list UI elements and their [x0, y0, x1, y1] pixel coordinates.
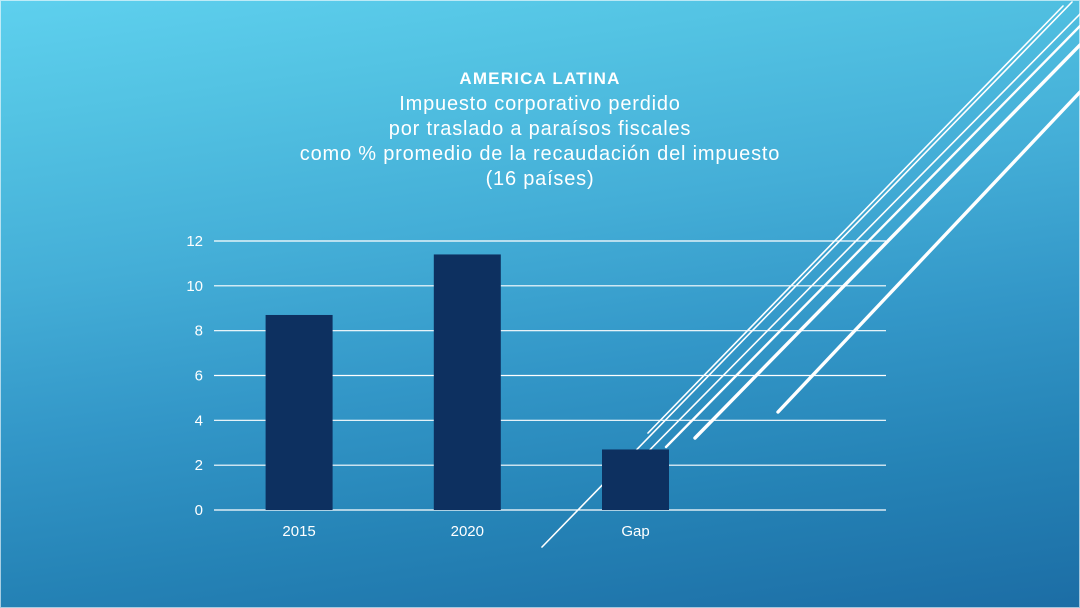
- y-tick-label: 2: [195, 457, 203, 474]
- y-tick-label: 0: [195, 502, 203, 519]
- y-tick-label: 4: [195, 412, 203, 429]
- x-category-label: 2015: [282, 523, 315, 540]
- subtitle-line-4: (16 países): [485, 168, 595, 190]
- x-category-label: Gap: [621, 523, 649, 540]
- x-axis-labels: 2015 2020 Gap: [282, 523, 649, 540]
- subtitle-line-3: como % promedio de la recaudación del im…: [299, 143, 781, 165]
- bar-2020: [433, 254, 501, 510]
- bar-2015: [265, 314, 333, 510]
- bottom-accent-line: [1, 604, 1079, 607]
- bars: [265, 254, 669, 510]
- chart-title-block: AMERICA LATINA Impuesto corporativo perd…: [0, 66, 1080, 192]
- bar-Gap: [602, 449, 669, 510]
- subtitle-line-1: Impuesto corporativo perdido: [399, 93, 681, 115]
- y-tick-label: 8: [195, 323, 203, 340]
- slide-title: AMERICA LATINA: [459, 69, 621, 88]
- diagonal-line: [627, 13, 1080, 473]
- diagonal-line: [647, 5, 1064, 434]
- y-tick-label: 10: [186, 278, 203, 295]
- subtitle-line-2: por traslado a paraísos fiscales: [388, 118, 692, 140]
- y-tick-label: 6: [195, 368, 203, 385]
- y-axis-labels: 0 2 4 6 8 10 12: [186, 233, 203, 519]
- diagonal-line: [776, 90, 1080, 414]
- diagonal-line: [664, 24, 1080, 449]
- diagonal-line: [693, 43, 1080, 440]
- x-category-label: 2020: [451, 523, 484, 540]
- diagonal-decor-lines: [541, 1, 1080, 548]
- y-tick-label: 12: [186, 233, 203, 250]
